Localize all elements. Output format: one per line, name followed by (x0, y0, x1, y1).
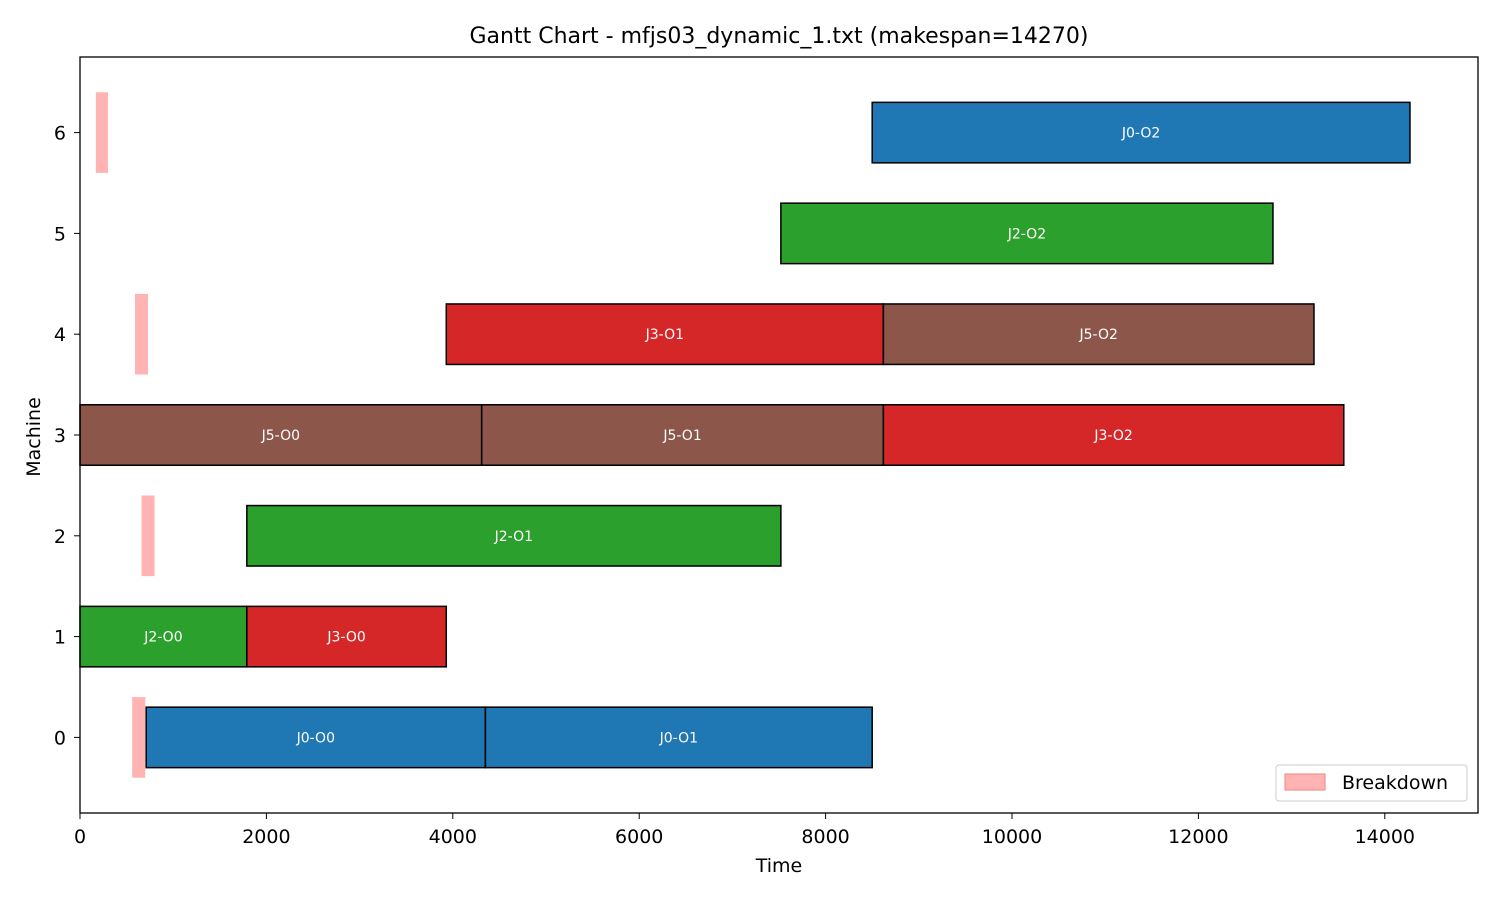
operation-label-j2-o2: J2-O2 (1007, 226, 1046, 242)
operation-bar-j2-o1 (246, 504, 782, 567)
operation-label-j3-o0: J3-O0 (326, 630, 365, 646)
legend: Breakdown (1275, 764, 1468, 802)
operation-label-j3-o2: J3-O2 (1093, 428, 1132, 444)
operation-bar-j5-o0 (79, 404, 483, 466)
operation-label-j5-o0: J5-O0 (261, 428, 300, 444)
x-tick-label: 6000 (615, 826, 663, 848)
operation-bar-j2-o0 (79, 605, 248, 668)
y-tick-label: 1 (54, 627, 66, 649)
y-tick-label: 2 (54, 526, 66, 548)
operation-bar-j5-o2 (882, 303, 1315, 366)
x-axis: 0 2000 4000 6000 8000 10000 12000 14000 (74, 813, 1415, 848)
y-axis-label: Machine (23, 397, 45, 477)
operation-label-j5-o2: J5-O2 (1078, 327, 1117, 343)
legend-swatch-breakdown (1284, 773, 1326, 791)
y-tick-label: 3 (54, 425, 66, 447)
x-tick-label: 4000 (429, 826, 477, 848)
operation-bar-j2-o2 (780, 202, 1274, 265)
operation-bar-j3-o2 (882, 404, 1345, 466)
operation-bar-j0-o1 (484, 706, 873, 769)
operation-label-j5-o1: J5-O1 (662, 428, 701, 444)
plot-frame (79, 56, 1479, 814)
y-tick-label: 5 (54, 223, 66, 245)
plot-area: J0-O0 J0-O1 J2-O0 J3-O0 J2-O1 J5-O0 J5-O1 J3-O2… (79, 92, 1411, 778)
breakdown-marker-machine-0 (132, 697, 146, 778)
breakdown-marker-machine-6 (95, 92, 108, 173)
operation-bar-j0-o0 (145, 706, 487, 769)
y-tick-label: 0 (54, 727, 66, 749)
x-axis-label: Time (755, 855, 803, 877)
breakdown-marker-machine-2 (141, 495, 155, 577)
breakdown-marker-machine-4 (134, 293, 149, 375)
y-axis: 0 1 2 3 4 5 6 (54, 123, 80, 749)
chart-title: Gantt Chart - mfjs03_dynamic_1.txt (make… (470, 24, 1089, 49)
y-tick-label: 4 (54, 324, 66, 346)
x-tick-label: 14000 (1355, 826, 1415, 848)
x-tick-label: 8000 (801, 826, 849, 848)
x-tick-label: 0 (74, 826, 86, 848)
x-tick-label: 12000 (1168, 826, 1228, 848)
operation-bar-j3-o0 (246, 605, 448, 668)
operation-bar-j0-o2 (871, 101, 1411, 164)
y-tick-label: 6 (54, 123, 66, 145)
operation-label-j3-o1: J3-O1 (645, 327, 684, 343)
operation-bar-j5-o1 (480, 404, 885, 466)
operation-label-j2-o1: J2-O1 (494, 529, 533, 545)
legend-label-breakdown: Breakdown (1342, 772, 1448, 794)
x-tick-label: 2000 (242, 826, 290, 848)
operation-label-j2-o0: J2-O0 (143, 630, 182, 646)
operation-label-j0-o2: J0-O2 (1121, 126, 1160, 142)
operation-label-j0-o1: J0-O1 (659, 730, 698, 746)
x-tick-label: 10000 (982, 826, 1042, 848)
operation-label-j0-o0: J0-O0 (296, 730, 335, 746)
operation-bar-j3-o1 (445, 303, 885, 366)
